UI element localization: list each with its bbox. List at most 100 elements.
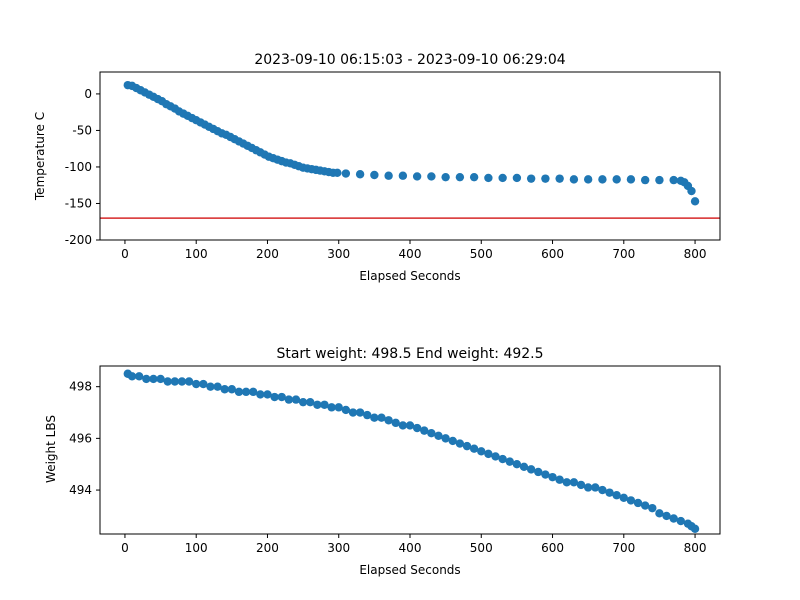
temperature-point [598, 175, 607, 184]
weight-point [477, 447, 486, 456]
weight-point [199, 379, 208, 389]
weight-point [170, 377, 180, 386]
weight-point [526, 465, 536, 474]
weight-xtick-label: 400 [399, 541, 422, 555]
weight-point [348, 408, 358, 417]
weight-point [227, 385, 237, 394]
temperature-point [690, 197, 700, 206]
temperature-xtick-label: 300 [327, 247, 350, 261]
temperature-point [555, 174, 564, 183]
weight-point [427, 429, 436, 438]
weight-point [534, 467, 543, 477]
weight-point [469, 444, 479, 453]
temperature-point [687, 186, 696, 196]
weight-xlabel: Elapsed Seconds [359, 563, 460, 577]
weight-subplot: Start weight: 498.5 End weight: 492.5 El… [44, 346, 721, 577]
weight-point [591, 483, 600, 492]
weight-title: Start weight: 498.5 End weight: 492.5 [276, 346, 543, 362]
weight-point [491, 452, 500, 461]
weight-point [398, 421, 408, 430]
temperature-ylabel: Temperature C [33, 112, 47, 201]
weight-point [405, 421, 415, 430]
weight-point [420, 426, 429, 435]
weight-point [241, 387, 251, 397]
temperature-subplot: 2023-09-10 06:15:03 - 2023-09-10 06:29:0… [33, 52, 721, 283]
weight-axes-frame [99, 365, 721, 535]
weight-point [633, 498, 643, 508]
weight-point [320, 400, 329, 409]
weight-xtick-label: 600 [541, 541, 564, 555]
weight-point [576, 480, 586, 490]
weight-point [249, 387, 258, 397]
temperature-point [427, 172, 436, 181]
weight-point [206, 382, 215, 391]
weight-point [455, 439, 465, 448]
temperature-ytick-label: -100 [65, 160, 92, 174]
temperature-point [333, 168, 342, 177]
weight-point [448, 436, 457, 446]
temperature-xtick-label: 0 [121, 247, 129, 261]
temperature-point [341, 169, 351, 178]
weight-ytick-label: 496 [69, 431, 92, 445]
temperature-point [669, 175, 678, 185]
temperature-ticks: 0 100 200 300 400 500 600 700 800 0 -50 -100 -150 -20… [65, 87, 707, 261]
weight-point [355, 408, 365, 417]
temperature-ytick-label: 0 [84, 87, 92, 101]
temperature-point [484, 173, 493, 183]
weight-point [384, 416, 393, 425]
weight-point [256, 390, 265, 399]
weight-point [291, 395, 301, 404]
temperature-point [498, 173, 507, 183]
temperature-point [469, 172, 479, 182]
weight-point [434, 431, 443, 440]
weight-point [220, 385, 229, 394]
weight-point [327, 403, 336, 412]
weight-ylabel: Weight LBS [44, 415, 58, 483]
temperature-point [370, 170, 379, 180]
weight-point [192, 379, 201, 389]
weight-point [298, 397, 308, 407]
weight-xtick-label: 100 [185, 541, 208, 555]
temperature-xlabel: Elapsed Seconds [359, 269, 460, 283]
temperature-point [526, 174, 536, 183]
weight-point [213, 382, 222, 391]
temperature-point [569, 175, 579, 184]
weight-point [377, 413, 386, 422]
weight-points [123, 369, 700, 534]
weight-point [149, 374, 158, 384]
temperature-point [355, 170, 365, 179]
weight-point [512, 460, 522, 469]
weight-point [555, 475, 564, 484]
weight-point [583, 483, 593, 492]
weight-point [284, 395, 294, 404]
temperature-point [541, 174, 550, 183]
weight-point [498, 454, 507, 464]
weight-point [277, 392, 286, 402]
temperature-point [612, 175, 621, 184]
weight-point [156, 374, 165, 384]
weight-point [598, 485, 607, 495]
temperature-point [640, 175, 650, 185]
temperature-points [123, 80, 700, 206]
weight-point [163, 377, 172, 386]
weight-point [334, 403, 343, 412]
temperature-ytick-label: -50 [72, 123, 92, 137]
weight-ytick-label: 494 [69, 483, 92, 497]
weight-point [127, 372, 137, 381]
weight-point [441, 434, 450, 443]
temperature-point [412, 172, 422, 181]
temperature-point [583, 175, 593, 184]
temperature-xtick-label: 200 [256, 247, 279, 261]
weight-point [363, 410, 372, 420]
weight-point [134, 372, 144, 381]
temperature-xtick-label: 800 [684, 247, 707, 261]
weight-xtick-label: 300 [327, 541, 350, 555]
weight-point [605, 488, 614, 497]
weight-point [619, 493, 628, 503]
weight-ytick-label: 498 [69, 380, 92, 394]
weight-point [306, 397, 315, 407]
temperature-title: 2023-09-10 06:15:03 - 2023-09-10 06:29:0… [254, 52, 565, 68]
temperature-point [441, 172, 450, 182]
weight-point [462, 441, 472, 451]
